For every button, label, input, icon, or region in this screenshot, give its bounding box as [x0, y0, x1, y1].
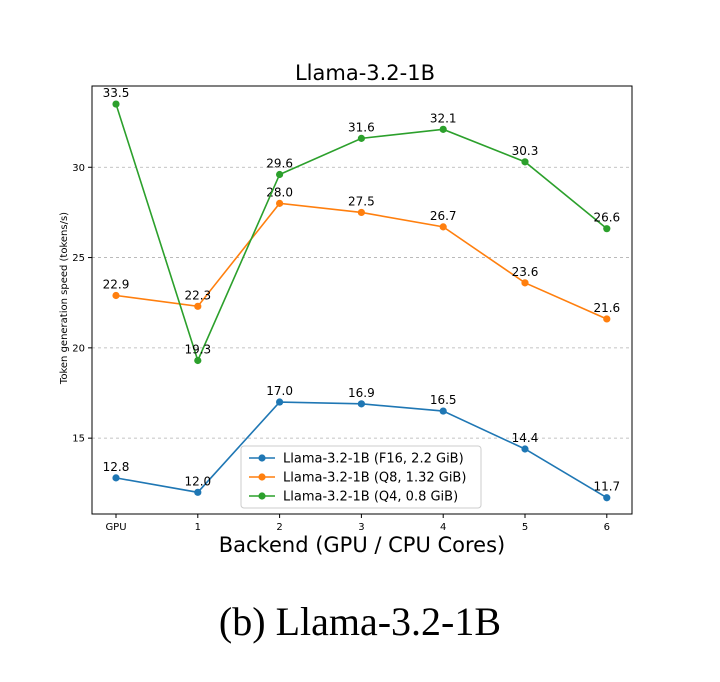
data-point — [194, 356, 202, 365]
x-tick-label: GPU — [105, 522, 126, 533]
y-tick-label: 20 — [72, 343, 85, 354]
data-point — [112, 474, 120, 482]
data-point — [357, 208, 365, 217]
data-label: 22.9 — [103, 277, 130, 291]
x-tick-label: 5 — [522, 522, 528, 533]
data-label: 12.0 — [184, 474, 211, 488]
data-point — [357, 134, 365, 142]
data-point — [521, 279, 529, 287]
data-label: 26.6 — [593, 211, 620, 225]
data-label: 17.0 — [266, 384, 293, 398]
data-label: 14.4 — [512, 431, 539, 445]
data-point — [112, 291, 120, 300]
data-point — [603, 225, 611, 233]
chart-title: Llama-3.2-1B — [295, 61, 435, 85]
gridlines — [92, 166, 632, 439]
data-label: 32.1 — [430, 111, 457, 125]
data-point — [276, 170, 284, 179]
data-label: 29.6 — [266, 156, 293, 170]
data-label: 16.9 — [348, 386, 375, 400]
legend-item: Llama-3.2-1B (F16, 2.2 GiB) — [249, 452, 464, 467]
series-3: 33.5 19.3 29.6 31.6 32.1 30.3 26.6 — [103, 86, 620, 365]
plot-area — [91, 85, 633, 515]
data-label: 31.6 — [348, 120, 375, 134]
y-tick-label: 30 — [72, 163, 85, 174]
x-axis-ticks: GPU 1 2 3 4 5 6 — [105, 514, 610, 533]
legend-item: Llama-3.2-1B (Q4, 0.8 GiB) — [249, 490, 458, 505]
data-label: 19.3 — [184, 342, 211, 356]
data-point — [521, 158, 529, 166]
data-point — [194, 488, 202, 496]
data-point — [276, 398, 284, 406]
x-axis-label: Backend (GPU / CPU Cores) — [219, 533, 506, 557]
data-point — [194, 302, 202, 310]
legend-label: Llama-3.2-1B (Q4, 0.8 GiB) — [283, 490, 458, 505]
data-point — [521, 445, 529, 453]
x-tick-label: 3 — [358, 522, 364, 533]
data-label: 11.7 — [593, 480, 620, 494]
series-2: 22.922.328.027.526.723.621.6 — [103, 185, 620, 323]
legend: Llama-3.2-1B (F16, 2.2 GiB) Llama-3.2-1B … — [240, 445, 482, 509]
legend-item: Llama-3.2-1B (Q8, 1.32 GiB) — [249, 471, 466, 486]
data-label: 16.5 — [430, 393, 457, 407]
data-label: 26.7 — [430, 209, 457, 223]
legend-marker — [258, 492, 266, 500]
data-point — [439, 407, 447, 415]
series-line — [115, 103, 608, 363]
series-group: 12.812.017.0 16.916.514.411.722.922.328.0… — [103, 86, 620, 502]
legend-box — [240, 445, 482, 509]
x-tick-label: 1 — [195, 522, 201, 533]
data-label: 27.5 — [348, 194, 375, 208]
data-label: 21.6 — [593, 301, 620, 315]
data-point — [439, 125, 447, 133]
data-point — [603, 494, 611, 502]
data-point — [357, 400, 365, 408]
legend-marker — [258, 454, 266, 462]
x-tick-label: 2 — [276, 522, 282, 533]
legend-marker — [258, 473, 266, 481]
data-point — [276, 199, 284, 207]
data-label: 23.6 — [512, 265, 539, 279]
data-label: 33.5 — [103, 86, 130, 100]
y-axis-label: Token generation speed (tokens/s) — [59, 212, 70, 385]
data-label: 12.8 — [103, 460, 130, 474]
x-tick-label: 4 — [440, 522, 446, 533]
data-point — [603, 315, 611, 323]
data-label: 22.3 — [184, 288, 211, 302]
data-label: 30.3 — [512, 144, 539, 158]
data-point — [439, 223, 447, 231]
y-tick-label: 25 — [72, 253, 85, 264]
legend-label: Llama-3.2-1B (F16, 2.2 GiB) — [283, 452, 464, 467]
series-1: 12.8 12.0 17.0 16.9 16.5 14.4 11.7 — [103, 384, 620, 502]
y-axis-ticks: 15 20 25 30 — [72, 163, 92, 445]
x-tick-label: 6 — [604, 522, 610, 533]
y-tick-label: 15 — [72, 434, 85, 445]
legend-label: Llama-3.2-1B (Q8, 1.32 GiB) — [283, 471, 466, 486]
figure-caption: (b) Llama-3.2-1B — [218, 599, 502, 644]
data-point — [112, 100, 120, 108]
